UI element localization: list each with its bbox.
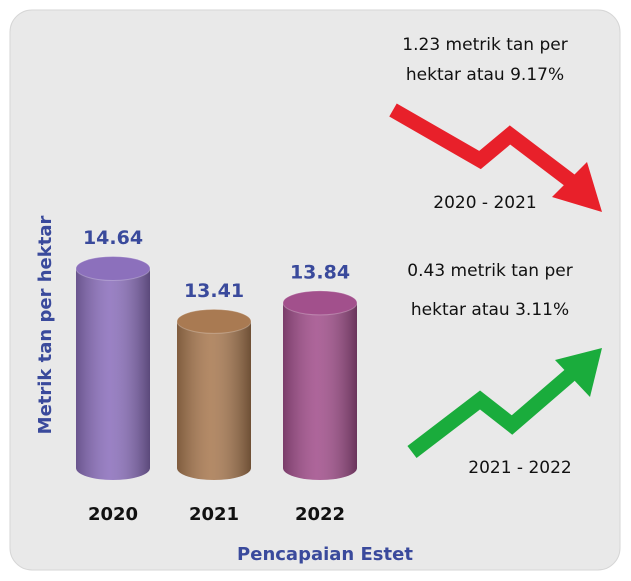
cylinder-top	[176, 308, 252, 334]
bar-shade	[177, 321, 251, 468]
value-label: 14.64	[83, 227, 143, 249]
up-arrow-head	[555, 348, 602, 397]
down-arrow-head	[552, 162, 602, 212]
annotation: hektar atau 9.17%	[406, 65, 564, 85]
bar-shade	[76, 268, 150, 468]
bar-shade	[283, 302, 357, 468]
x-tick-label: 2022	[295, 504, 345, 525]
y-axis-label: Metrik tan per hektar	[35, 216, 56, 435]
period-label: 2020 - 2021	[433, 193, 536, 213]
annotation: hektar atau 3.11%	[411, 300, 569, 320]
down-arrow	[389, 103, 577, 188]
x-tick-label: 2021	[189, 504, 239, 525]
up-arrow	[407, 369, 575, 458]
cylinder-top	[75, 255, 151, 281]
period-label: 2021 - 2022	[468, 458, 571, 478]
x-axis-label: Pencapaian Estet	[237, 544, 413, 565]
value-label: 13.41	[184, 280, 244, 302]
annotation: 1.23 metrik tan per	[402, 35, 567, 55]
cylinder-top	[282, 290, 358, 316]
value-label: 13.84	[290, 261, 350, 283]
x-tick-label: 2020	[88, 504, 138, 525]
annotation: 0.43 metrik tan per	[407, 261, 572, 281]
